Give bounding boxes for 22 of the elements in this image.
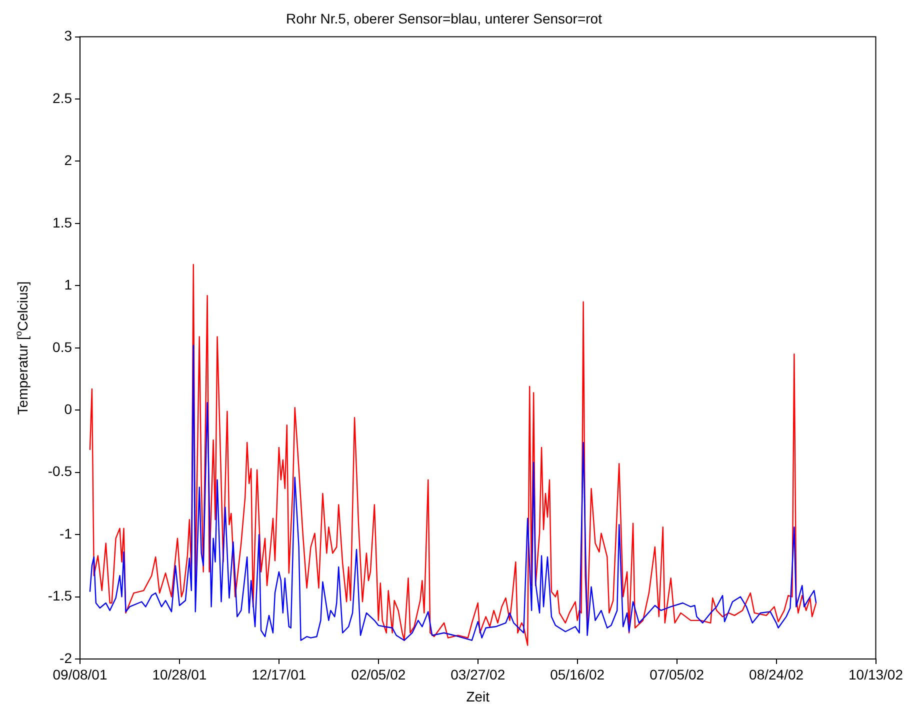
y-tick-label: -1 — [60, 525, 72, 542]
x-tick-label: 10/13/02 — [848, 666, 904, 682]
x-tick-label: 12/17/01 — [252, 666, 306, 682]
x-tick-label: 03/27/02 — [450, 666, 506, 682]
x-axis-title: Zeit — [466, 688, 490, 704]
y-tick-label: 2 — [64, 152, 72, 168]
x-tick-label: 05/16/02 — [550, 666, 605, 682]
x-tick-label: 08/24/02 — [749, 666, 804, 682]
x-tick-label: 09/08/01 — [52, 666, 108, 682]
y-tick-label: 1.5 — [52, 214, 72, 230]
chart-title: Rohr Nr.5, oberer Sensor=blau, unterer Sensor=rot — [286, 10, 602, 26]
y-tick-label: 0.5 — [52, 338, 72, 355]
y-tick-label: -2 — [60, 650, 72, 666]
y-tick-label: -0.5 — [48, 463, 72, 480]
y-tick-label: 2.5 — [52, 90, 72, 106]
x-tick-label: 07/05/02 — [650, 666, 704, 682]
y-tick-label: -1.5 — [48, 588, 72, 604]
x-tick-label: 10/28/01 — [152, 666, 207, 682]
y-tick-label: 3 — [64, 28, 72, 44]
x-tick-label: 02/05/02 — [351, 666, 406, 682]
y-tick-label: 1 — [64, 276, 72, 293]
y-tick-label: 0 — [64, 400, 72, 417]
